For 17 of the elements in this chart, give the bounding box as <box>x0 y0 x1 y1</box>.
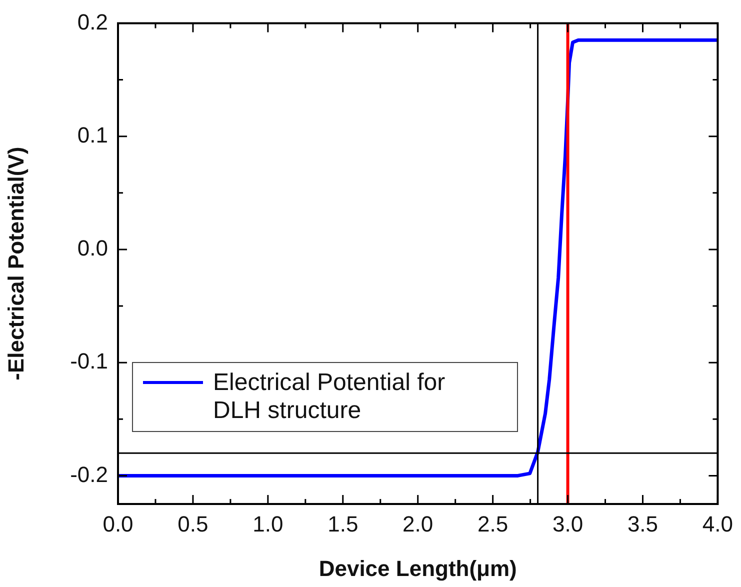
x-axis-title: Device Length(μm) <box>318 556 517 581</box>
x-tick-label: 2.5 <box>478 511 508 536</box>
x-tick-label: 0.0 <box>102 511 134 536</box>
y-tick-label: 0.0 <box>77 236 108 261</box>
y-tick-label: 0.2 <box>77 9 108 34</box>
x-tick-label: 3.5 <box>627 511 658 536</box>
y-tick-label: 0.1 <box>77 122 108 148</box>
x-tick-label: 4.0 <box>702 511 734 536</box>
y-tick-label: -0.1 <box>70 348 108 374</box>
y-axis-title: -Electrical Potential(V) <box>3 146 28 380</box>
x-tick-label: 2.0 <box>402 511 434 536</box>
x-tick-label: 0.5 <box>178 511 208 536</box>
y-tick-label: -0.2 <box>70 462 108 487</box>
x-tick-label: 3.0 <box>552 511 584 536</box>
x-tick-label: 1.5 <box>328 511 358 536</box>
x-tick-label: 1.0 <box>252 511 284 536</box>
legend-label: Electrical Potential for DLH structure <box>213 369 446 425</box>
